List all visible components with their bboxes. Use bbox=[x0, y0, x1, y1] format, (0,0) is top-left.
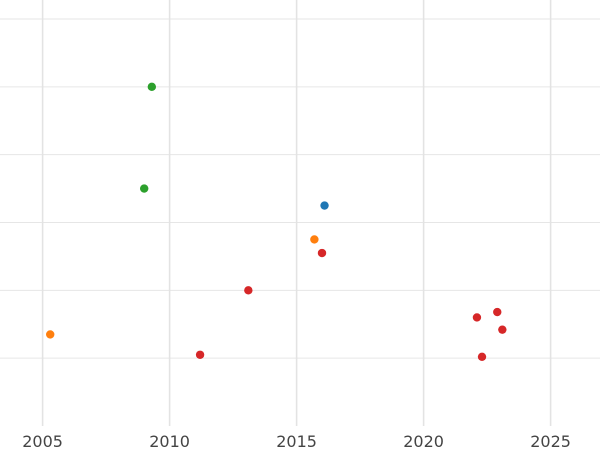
data-point-6 bbox=[244, 286, 253, 295]
data-point-0 bbox=[147, 82, 157, 92]
data-point-9 bbox=[493, 307, 502, 317]
x-tick-labels: 2005 2010 2015 2020 2025 bbox=[22, 432, 571, 450]
data-point-4 bbox=[46, 330, 55, 339]
data-points bbox=[46, 82, 507, 362]
x-tick-label-3: 2020 bbox=[403, 432, 444, 450]
x-tick-label-4: 2025 bbox=[530, 432, 571, 450]
data-point-11 bbox=[477, 352, 487, 362]
data-point-7 bbox=[195, 350, 205, 359]
x-tick-label-0: 2005 bbox=[22, 432, 63, 450]
x-tick-label-2: 2015 bbox=[276, 432, 317, 450]
data-point-10 bbox=[498, 325, 507, 334]
data-point-1 bbox=[140, 184, 149, 193]
data-point-8 bbox=[472, 313, 482, 322]
data-point-2 bbox=[320, 201, 329, 210]
x-gridlines bbox=[41, 0, 552, 426]
data-point-3 bbox=[310, 235, 319, 244]
data-point-5 bbox=[317, 248, 327, 258]
x-tick-label-1: 2010 bbox=[149, 432, 190, 450]
y-gridlines bbox=[0, 18, 600, 359]
